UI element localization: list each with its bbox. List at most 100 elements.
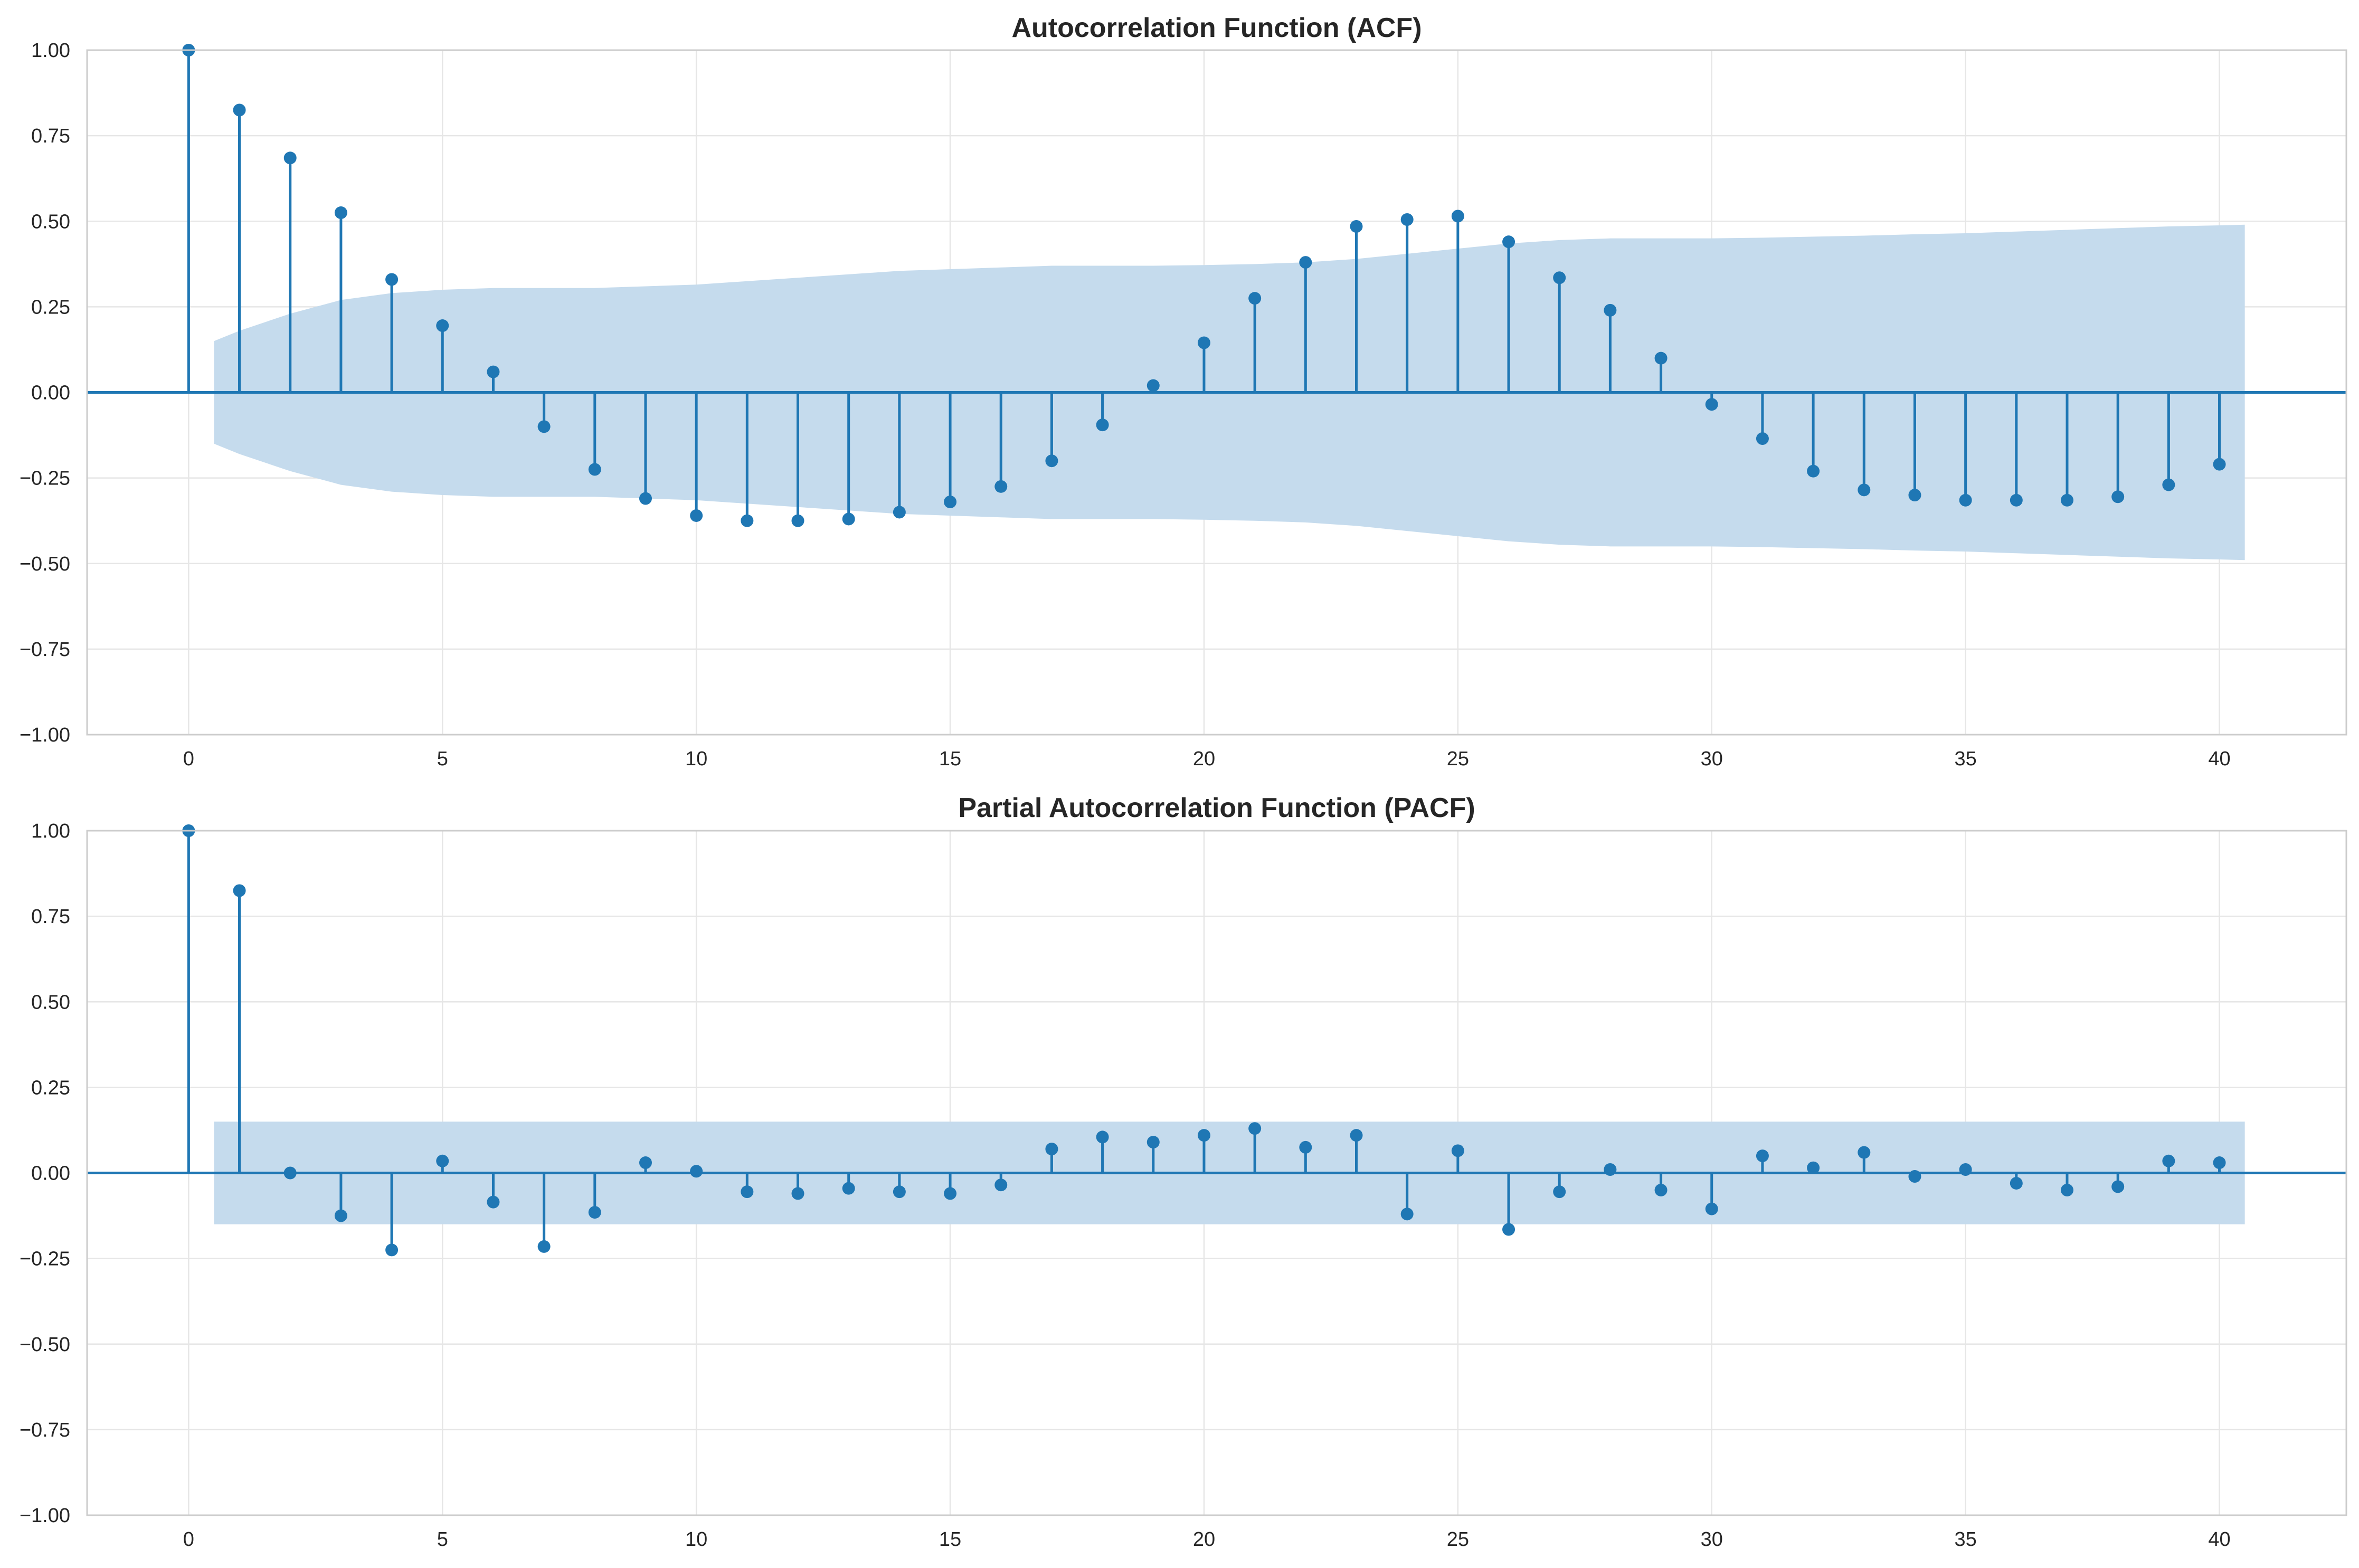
acf-marker-31 <box>1756 432 1769 445</box>
pacf-marker-9 <box>639 1156 652 1170</box>
acf-marker-38 <box>2111 490 2125 503</box>
pacf-marker-23 <box>1350 1129 1363 1142</box>
pacf-tick-labels: 0 5 10 15 20 25 30 35 40 −1.00 −0.75 −0.50 −0.25 0.00… <box>20 820 2231 1551</box>
pacf-ytick-label-2: −0.50 <box>20 1334 70 1356</box>
acf-ytick-label-6: 0.50 <box>31 211 70 233</box>
acf-marker-28 <box>1604 303 1617 317</box>
pacf-ytick-label-3: −0.25 <box>20 1248 70 1270</box>
pacf-axes-frame <box>86 830 2347 1516</box>
pacf-marker-1 <box>233 884 246 897</box>
pacf-ytick-label-7: 0.75 <box>31 906 70 928</box>
acf-marker-23 <box>1350 220 1363 233</box>
pacf-marker-13 <box>842 1182 855 1195</box>
pacf-marker-28 <box>1604 1163 1617 1176</box>
pacf-marker-19 <box>1147 1136 1160 1149</box>
acf-marker-30 <box>1705 398 1718 411</box>
acf-ytick-label-5: 0.25 <box>31 296 70 318</box>
pacf-marker-3 <box>334 1209 347 1222</box>
pacf-marker-30 <box>1705 1202 1718 1215</box>
acf-ytick-label-0: −1.00 <box>20 724 70 746</box>
acf-marker-25 <box>1451 210 1464 223</box>
acf-marker-26 <box>1502 235 1515 249</box>
acf-marker-22 <box>1299 256 1312 269</box>
acf-marker-24 <box>1400 213 1414 226</box>
pacf-marker-39 <box>2162 1154 2175 1167</box>
acf-marker-33 <box>1858 483 1871 497</box>
acf-title: Autocorrelation Function (ACF) <box>1011 13 1422 43</box>
acf-marker-39 <box>2162 478 2175 491</box>
acf-marker-34 <box>1908 489 1921 502</box>
acf-axes-frame <box>86 49 2347 736</box>
pacf-marker-32 <box>1807 1161 1820 1174</box>
pacf-ytick-label-1: −0.75 <box>20 1419 70 1441</box>
pacf-xtick-label-6: 30 <box>1701 1528 1723 1551</box>
pacf-marker-4 <box>385 1243 399 1257</box>
pacf-marker-24 <box>1400 1208 1414 1221</box>
pacf-xtick-label-2: 10 <box>685 1528 707 1551</box>
pacf-xtick-label-3: 15 <box>939 1528 961 1551</box>
acf-marker-4 <box>385 273 399 286</box>
pacf-marker-10 <box>690 1165 703 1178</box>
acf-ytick-label-3: −0.25 <box>20 468 70 490</box>
pacf-marker-26 <box>1502 1223 1515 1236</box>
acf-ytick-label-4: 0.00 <box>31 382 70 404</box>
acf-xtick-label-7: 35 <box>1955 748 1977 770</box>
acf-marker-21 <box>1248 292 1262 305</box>
acf-marker-37 <box>2061 493 2074 507</box>
pacf-xtick-label-0: 0 <box>183 1528 194 1551</box>
pacf-marker-27 <box>1553 1185 1566 1199</box>
pacf-marker-35 <box>1959 1163 1972 1176</box>
pacf-marker-34 <box>1908 1170 1921 1183</box>
acf-xtick-label-0: 0 <box>183 748 194 770</box>
acf-marker-5 <box>436 319 449 332</box>
acf-marker-8 <box>588 463 601 476</box>
pacf-marker-29 <box>1654 1183 1668 1196</box>
pacf-marker-12 <box>791 1187 804 1200</box>
acf-xtick-label-2: 10 <box>685 748 707 770</box>
pacf-marker-8 <box>588 1206 601 1219</box>
acf-marker-16 <box>994 480 1008 493</box>
pacf-marker-14 <box>893 1185 906 1199</box>
acf-marker-32 <box>1807 464 1820 478</box>
acf-xtick-label-3: 15 <box>939 748 961 770</box>
pacf-marker-40 <box>2213 1156 2226 1170</box>
pacf-xtick-label-5: 25 <box>1447 1528 1469 1551</box>
pacf-marker-15 <box>944 1187 957 1200</box>
pacf-marker-36 <box>2010 1176 2023 1190</box>
acf-marker-3 <box>334 206 347 220</box>
pacf-xtick-label-1: 5 <box>437 1528 448 1551</box>
pacf-marker-2 <box>283 1166 297 1180</box>
acf-marker-35 <box>1959 493 1972 507</box>
acf-marker-19 <box>1147 379 1160 392</box>
acf-marker-1 <box>233 103 246 117</box>
pacf-marker-31 <box>1756 1149 1769 1163</box>
pacf-stems <box>182 824 2226 1257</box>
acf-xtick-label-4: 20 <box>1193 748 1215 770</box>
pacf-marker-21 <box>1248 1122 1262 1135</box>
acf-marker-12 <box>791 514 804 527</box>
pacf-xtick-label-8: 40 <box>2208 1528 2230 1551</box>
acf-marker-29 <box>1654 351 1668 365</box>
acf-marker-40 <box>2213 458 2226 471</box>
pacf-marker-22 <box>1299 1141 1312 1154</box>
pacf-ytick-label-8: 1.00 <box>31 820 70 842</box>
pacf-marker-18 <box>1096 1130 1109 1144</box>
acf-stems <box>182 44 2226 527</box>
acf-marker-9 <box>639 492 652 505</box>
acf-marker-36 <box>2010 493 2023 507</box>
acf-marker-20 <box>1197 336 1210 349</box>
pacf-ytick-label-4: 0.00 <box>31 1163 70 1185</box>
acf-xtick-label-8: 40 <box>2208 748 2230 770</box>
acf-marker-18 <box>1096 419 1109 432</box>
pacf-marker-20 <box>1197 1129 1210 1142</box>
acf-ytick-label-2: −0.50 <box>20 553 70 575</box>
acf-marker-6 <box>487 365 500 378</box>
pacf-ytick-label-0: −1.00 <box>20 1505 70 1527</box>
acf-xtick-label-6: 30 <box>1701 748 1723 770</box>
acf-marker-7 <box>537 420 551 433</box>
pacf-panel: 0 5 10 15 20 25 30 35 40 −1.00 −0.75 −0.50 −0.25 0.00… <box>20 793 2347 1551</box>
pacf-marker-16 <box>994 1179 1008 1192</box>
acf-marker-13 <box>842 512 855 526</box>
